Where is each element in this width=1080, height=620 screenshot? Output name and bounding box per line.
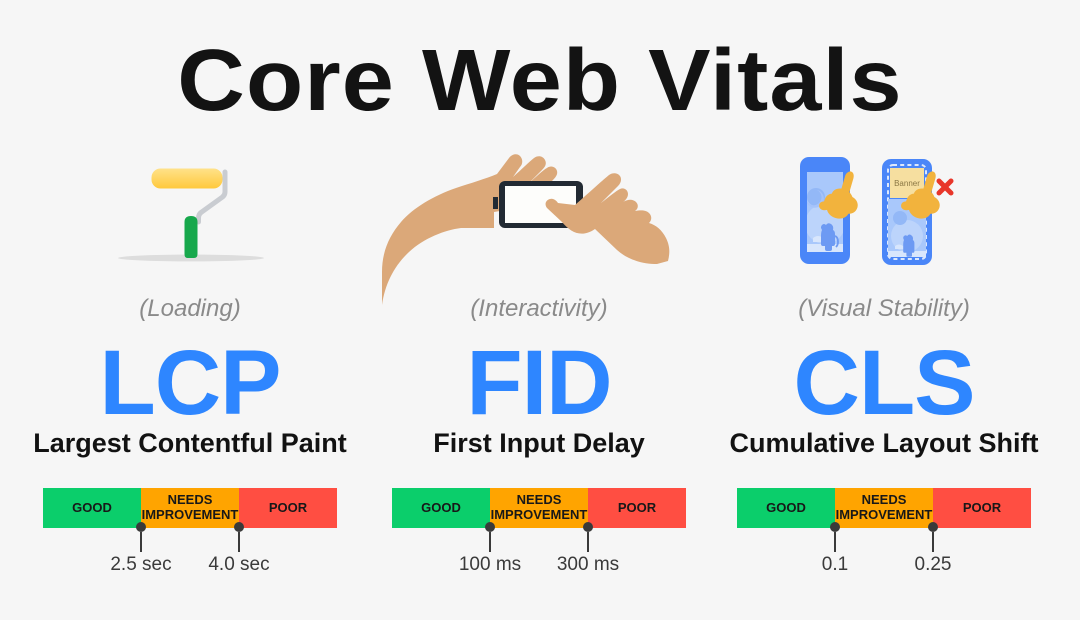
svg-text:Banner: Banner bbox=[894, 179, 920, 188]
